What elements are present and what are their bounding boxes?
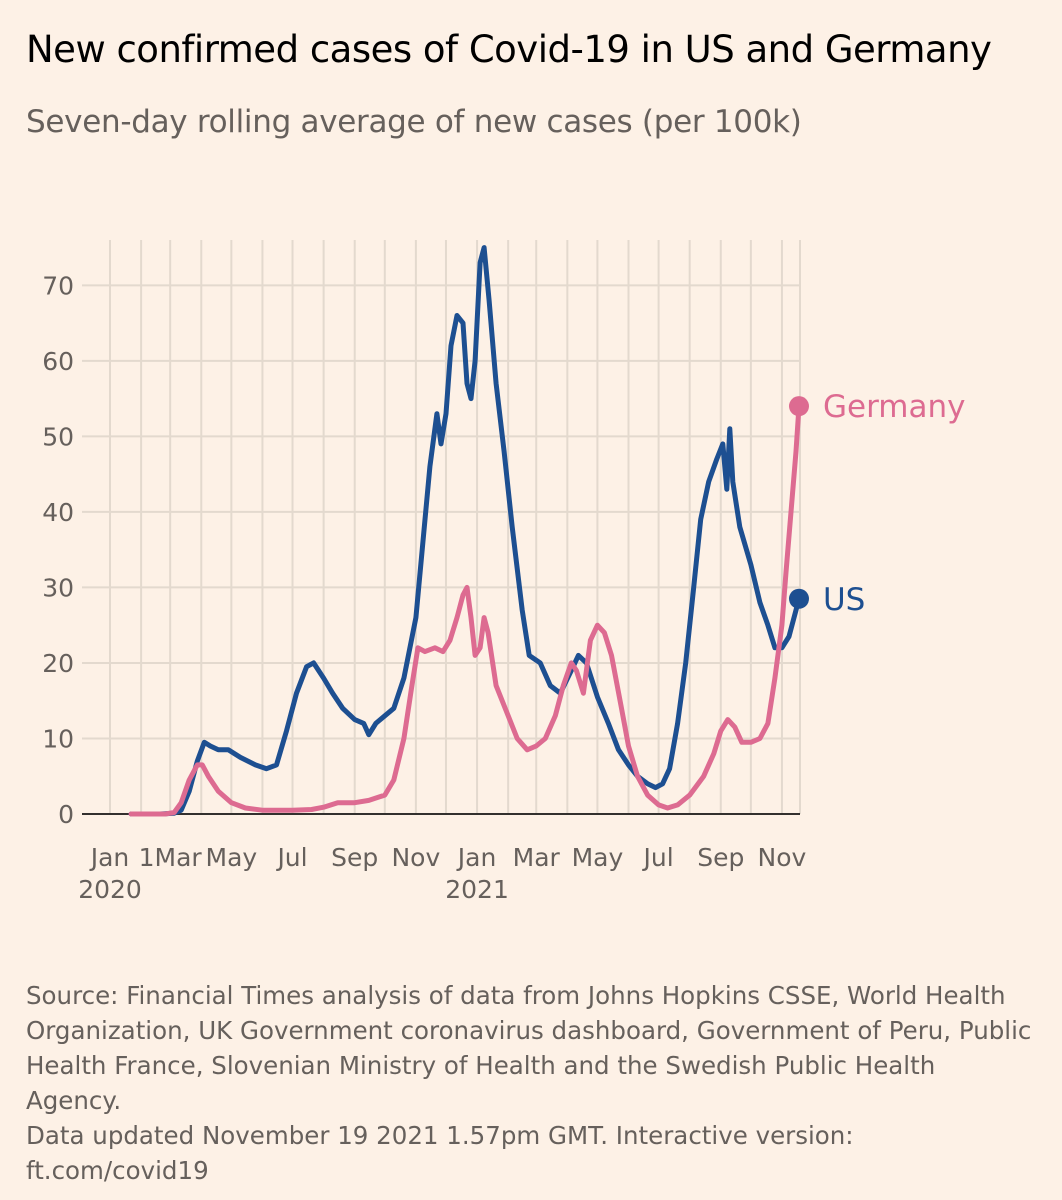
series-end-labels: US Germany — [788, 389, 965, 618]
series-lines — [128, 245, 802, 817]
y-tick-label: 50 — [42, 422, 74, 451]
y-tick-label: 70 — [42, 271, 74, 300]
x-tick-label: Nov — [391, 843, 440, 872]
x-tick-label: Jul — [642, 843, 674, 872]
x-tick-label: Jan — [456, 843, 497, 872]
x-tick-label: May — [206, 843, 258, 872]
y-tick-label: 40 — [42, 498, 74, 527]
x-gridlines — [109, 240, 801, 814]
update-note: Data updated November 19 2021 1.57pm GMT… — [26, 1121, 854, 1185]
x-tick-label: Jan — [89, 843, 130, 872]
series-label-germany: Germany — [823, 389, 965, 425]
x-tick-label: 1Mar — [139, 843, 203, 872]
x-tick-label: Jul — [275, 843, 307, 872]
y-tick-label: 10 — [42, 724, 74, 753]
y-gridlines — [82, 284, 800, 815]
y-tick-label: 0 — [58, 800, 74, 829]
chart-title: New confirmed cases of Covid-19 in US an… — [26, 28, 992, 71]
y-tick-label: 60 — [42, 347, 74, 376]
x-tick-label: Nov — [758, 843, 807, 872]
x-tick-label: Sep — [331, 843, 378, 872]
series-end-marker-germany — [788, 396, 809, 417]
chart-subtitle: Seven-day rolling average of new cases (… — [26, 104, 802, 140]
chart-footer: Source: Financial Times analysis of data… — [26, 978, 1036, 1188]
source-note: Source: Financial Times analysis of data… — [26, 981, 1032, 1115]
series-line-us — [128, 245, 802, 817]
x-tick-label: Mar — [513, 843, 561, 872]
y-tick-label: 30 — [42, 573, 74, 602]
x-tick-label: Sep — [697, 843, 744, 872]
y-tick-label: 20 — [42, 649, 74, 678]
x-tick-sublabel: 2020 — [78, 875, 142, 904]
y-axis-labels: 0 10 20 30 40 50 60 70 — [42, 271, 74, 829]
x-tick-label: May — [572, 843, 624, 872]
series-label-us: US — [823, 582, 865, 618]
x-tick-sublabel: 2021 — [445, 875, 509, 904]
series-end-marker-us — [788, 588, 809, 609]
series-line-germany — [128, 403, 802, 817]
